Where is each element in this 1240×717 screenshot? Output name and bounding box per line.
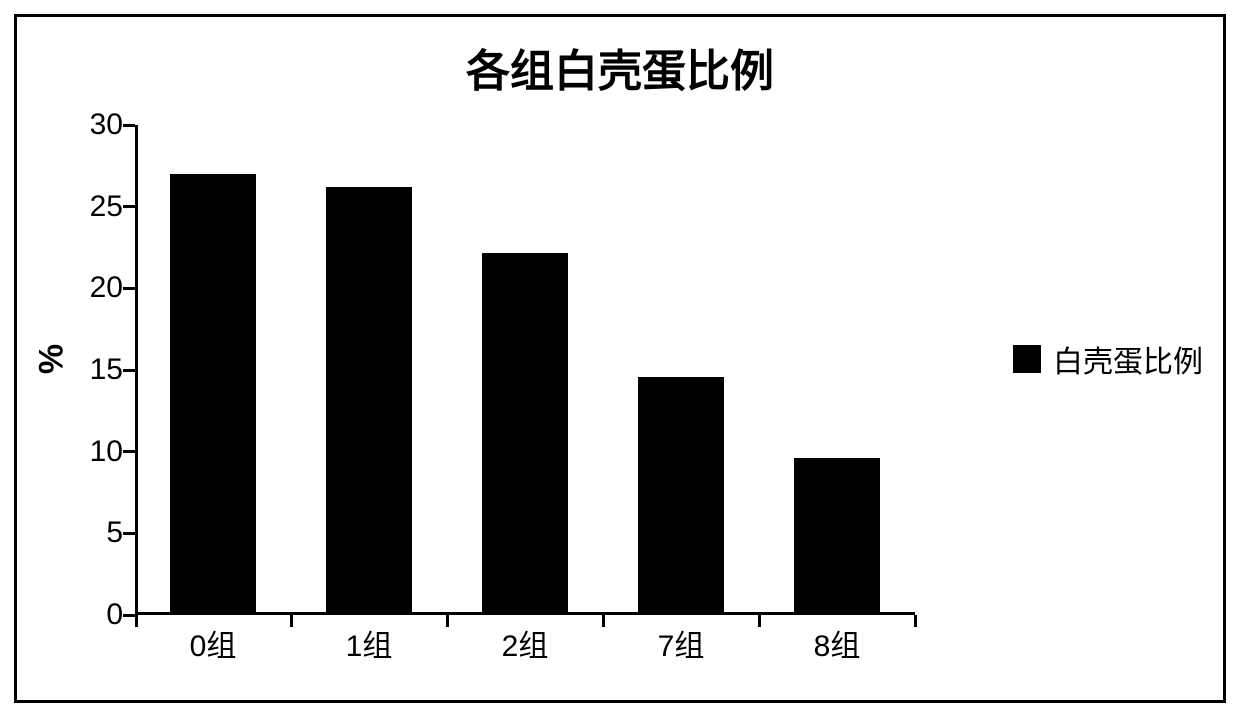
- bar: [170, 174, 256, 612]
- y-tick: [123, 369, 135, 372]
- y-tick-label: 25: [63, 190, 123, 224]
- x-tick-label: 2组: [502, 621, 549, 665]
- bar: [638, 377, 724, 612]
- y-tick: [123, 532, 135, 535]
- x-tick-label: 8组: [814, 621, 861, 665]
- x-tick: [135, 615, 138, 627]
- x-tick: [290, 615, 293, 627]
- y-tick-label: 30: [63, 108, 123, 142]
- x-tick: [602, 615, 605, 627]
- chart-title: 各组白壳蛋比例: [17, 35, 1223, 99]
- x-tick-label: 7组: [658, 621, 705, 665]
- x-tick-label: 0组: [190, 621, 237, 665]
- bar: [326, 187, 412, 612]
- legend: 白壳蛋比例: [1013, 337, 1203, 381]
- x-tick-label: 1组: [346, 621, 393, 665]
- bar: [794, 458, 880, 612]
- x-tick: [914, 615, 917, 627]
- y-tick: [123, 614, 135, 617]
- y-tick-label: 15: [63, 353, 123, 387]
- legend-swatch: [1013, 345, 1041, 373]
- x-axis-line: [135, 612, 915, 615]
- y-tick-label: 10: [63, 435, 123, 469]
- legend-label: 白壳蛋比例: [1053, 337, 1203, 381]
- y-tick: [123, 450, 135, 453]
- y-tick: [123, 124, 135, 127]
- x-tick: [446, 615, 449, 627]
- y-tick: [123, 205, 135, 208]
- plot-area: 051015202530 0组1组2组7组8组: [135, 125, 915, 615]
- y-axis-line: [135, 125, 138, 615]
- y-tick-label: 5: [63, 516, 123, 550]
- x-tick: [758, 615, 761, 627]
- y-tick-label: 0: [63, 598, 123, 632]
- bar: [482, 253, 568, 612]
- chart-frame: 各组白壳蛋比例 % 051015202530 0组1组2组7组8组 白壳蛋比例: [14, 14, 1226, 703]
- y-tick-label: 20: [63, 271, 123, 305]
- y-tick: [123, 287, 135, 290]
